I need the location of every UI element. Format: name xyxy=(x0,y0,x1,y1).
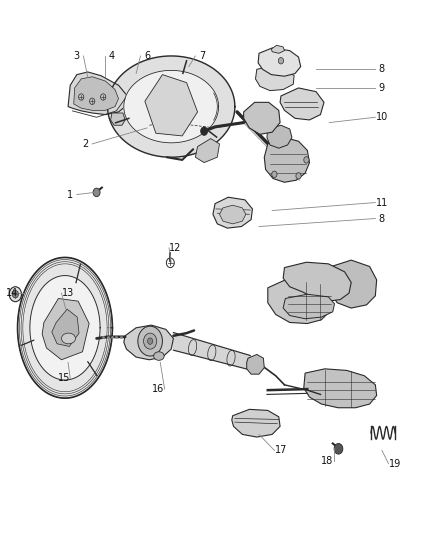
Circle shape xyxy=(138,326,162,356)
Polygon shape xyxy=(145,75,197,136)
Polygon shape xyxy=(195,139,219,163)
Text: 1: 1 xyxy=(67,190,73,199)
Polygon shape xyxy=(231,409,279,437)
Text: 11: 11 xyxy=(375,198,387,207)
Circle shape xyxy=(200,127,207,135)
Circle shape xyxy=(271,171,276,177)
Text: 4: 4 xyxy=(109,51,115,61)
Text: 8: 8 xyxy=(378,214,384,223)
Polygon shape xyxy=(124,325,173,360)
Polygon shape xyxy=(42,298,89,360)
Polygon shape xyxy=(68,72,127,115)
Circle shape xyxy=(12,290,18,298)
Circle shape xyxy=(278,58,283,64)
Polygon shape xyxy=(246,354,264,374)
Text: 13: 13 xyxy=(62,288,74,298)
Text: 16: 16 xyxy=(152,384,164,394)
Polygon shape xyxy=(212,197,252,228)
Text: 17: 17 xyxy=(274,446,286,455)
Polygon shape xyxy=(124,70,218,143)
Polygon shape xyxy=(283,294,334,319)
Ellipse shape xyxy=(61,333,75,344)
Polygon shape xyxy=(243,102,279,134)
Text: 9: 9 xyxy=(378,83,384,93)
Polygon shape xyxy=(279,88,323,120)
Circle shape xyxy=(9,287,21,302)
Circle shape xyxy=(295,173,300,179)
Text: 14: 14 xyxy=(6,288,18,298)
Polygon shape xyxy=(329,260,376,308)
Circle shape xyxy=(143,333,156,349)
Circle shape xyxy=(147,338,152,344)
Text: 15: 15 xyxy=(57,374,70,383)
Polygon shape xyxy=(264,138,309,182)
Text: 8: 8 xyxy=(378,64,384,74)
Text: 7: 7 xyxy=(198,51,205,61)
Polygon shape xyxy=(303,369,376,408)
Text: 2: 2 xyxy=(82,139,88,149)
Polygon shape xyxy=(267,280,331,324)
Text: 12: 12 xyxy=(169,243,181,253)
Text: 6: 6 xyxy=(144,51,150,61)
Polygon shape xyxy=(255,67,293,91)
Polygon shape xyxy=(30,276,100,380)
Polygon shape xyxy=(74,77,118,110)
Polygon shape xyxy=(107,56,234,157)
Circle shape xyxy=(333,443,342,454)
Polygon shape xyxy=(258,48,300,76)
Circle shape xyxy=(303,157,308,163)
Polygon shape xyxy=(18,257,112,398)
Circle shape xyxy=(164,98,186,124)
Polygon shape xyxy=(283,262,350,301)
Polygon shape xyxy=(173,333,250,370)
Polygon shape xyxy=(266,125,291,148)
Polygon shape xyxy=(219,205,245,224)
Text: 10: 10 xyxy=(375,112,387,122)
Polygon shape xyxy=(110,113,125,125)
Text: 18: 18 xyxy=(320,456,332,466)
Ellipse shape xyxy=(153,352,164,360)
Text: 19: 19 xyxy=(388,459,400,469)
Polygon shape xyxy=(52,309,79,346)
Text: 3: 3 xyxy=(74,51,80,61)
Circle shape xyxy=(93,188,100,197)
Polygon shape xyxy=(271,45,284,53)
